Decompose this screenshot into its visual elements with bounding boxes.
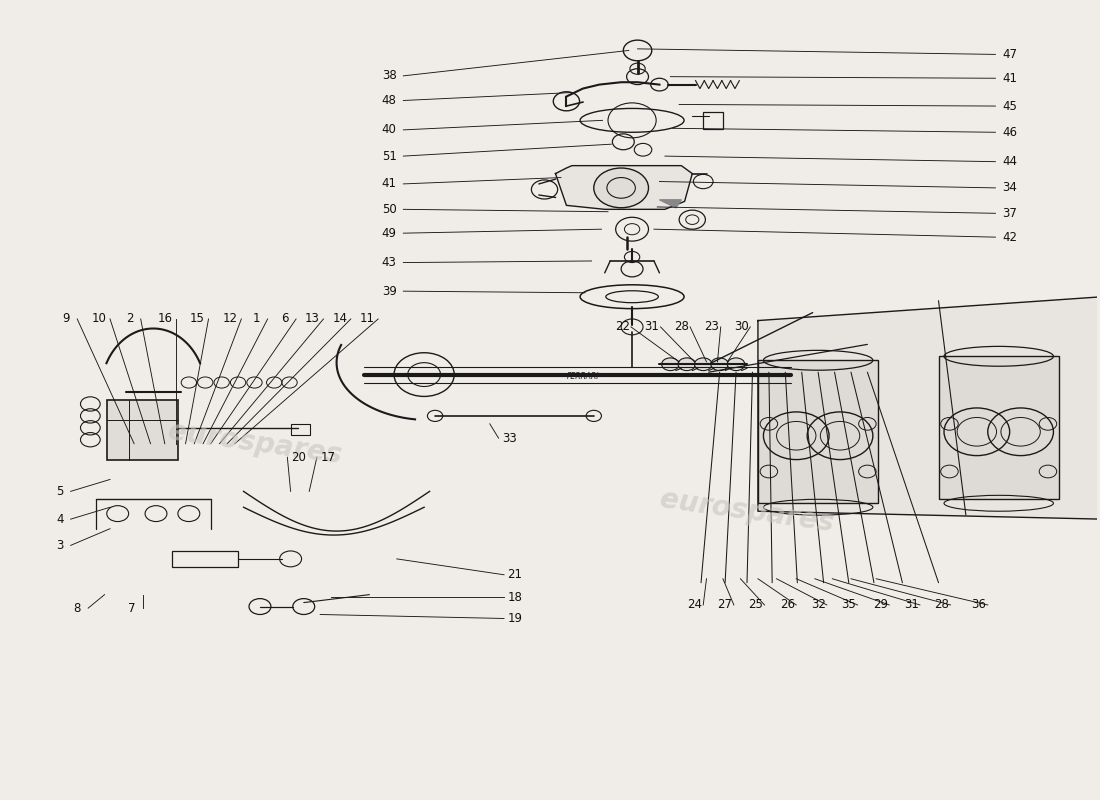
Text: 34: 34 (1002, 182, 1018, 194)
Text: 38: 38 (382, 70, 396, 82)
Text: 7: 7 (129, 602, 135, 614)
Text: 51: 51 (382, 150, 397, 162)
Text: 24: 24 (688, 598, 702, 611)
Bar (107, 400, 178, 459)
Text: 28: 28 (934, 598, 949, 611)
Text: 29: 29 (873, 598, 888, 611)
Text: 11: 11 (360, 313, 375, 326)
Text: 2: 2 (126, 313, 133, 326)
Text: 3: 3 (56, 539, 64, 552)
Bar (938, 356, 1059, 499)
Text: 4: 4 (56, 513, 64, 526)
Bar (703, 112, 723, 129)
Text: FERRARI: FERRARI (566, 372, 600, 381)
Text: 27: 27 (717, 598, 733, 611)
Text: 8: 8 (74, 602, 81, 614)
Text: 22: 22 (615, 321, 629, 334)
Text: 5: 5 (56, 485, 64, 498)
Text: 40: 40 (382, 123, 397, 136)
Bar (290, 424, 310, 435)
Text: 14: 14 (332, 313, 348, 326)
Circle shape (727, 358, 745, 370)
Text: 49: 49 (382, 226, 397, 240)
Text: eurospares: eurospares (166, 418, 343, 470)
Text: 45: 45 (1002, 99, 1018, 113)
Text: 15: 15 (190, 313, 205, 326)
Text: 20: 20 (290, 450, 306, 464)
Text: 16: 16 (157, 313, 173, 326)
Text: 36: 36 (971, 598, 987, 611)
Text: 9: 9 (63, 313, 70, 326)
Polygon shape (758, 297, 1100, 519)
Circle shape (661, 358, 679, 370)
Text: 32: 32 (811, 598, 826, 611)
Polygon shape (659, 200, 681, 208)
Text: 37: 37 (1002, 207, 1018, 220)
Text: 21: 21 (507, 568, 522, 582)
Text: 17: 17 (320, 450, 336, 464)
Text: 47: 47 (1002, 48, 1018, 61)
Text: 50: 50 (382, 203, 396, 216)
Polygon shape (556, 166, 692, 210)
Text: 46: 46 (1002, 126, 1018, 138)
Text: 28: 28 (674, 321, 689, 334)
Text: 42: 42 (1002, 230, 1018, 244)
Text: 10: 10 (91, 313, 107, 326)
Text: 26: 26 (780, 598, 795, 611)
Text: eurospares: eurospares (658, 485, 836, 538)
Text: 1: 1 (253, 313, 261, 326)
Circle shape (594, 168, 649, 208)
Circle shape (694, 358, 712, 370)
Text: 31: 31 (645, 321, 659, 334)
Text: 41: 41 (1002, 72, 1018, 85)
Text: 18: 18 (507, 590, 522, 603)
Text: 39: 39 (382, 285, 397, 298)
Text: 33: 33 (502, 432, 517, 445)
Text: 44: 44 (1002, 155, 1018, 168)
Text: 12: 12 (223, 313, 238, 326)
Text: 13: 13 (305, 313, 320, 326)
Circle shape (678, 358, 695, 370)
Text: 31: 31 (904, 598, 918, 611)
Text: 19: 19 (507, 612, 522, 625)
Text: 6: 6 (282, 313, 289, 326)
Bar (758, 360, 878, 503)
Text: 35: 35 (842, 598, 856, 611)
Text: 48: 48 (382, 94, 397, 107)
Text: 30: 30 (734, 321, 749, 334)
Text: 43: 43 (382, 256, 397, 269)
Text: 25: 25 (748, 598, 763, 611)
Text: 41: 41 (382, 178, 397, 190)
Bar (173, 551, 238, 567)
Text: 23: 23 (704, 321, 719, 334)
Circle shape (711, 358, 728, 370)
